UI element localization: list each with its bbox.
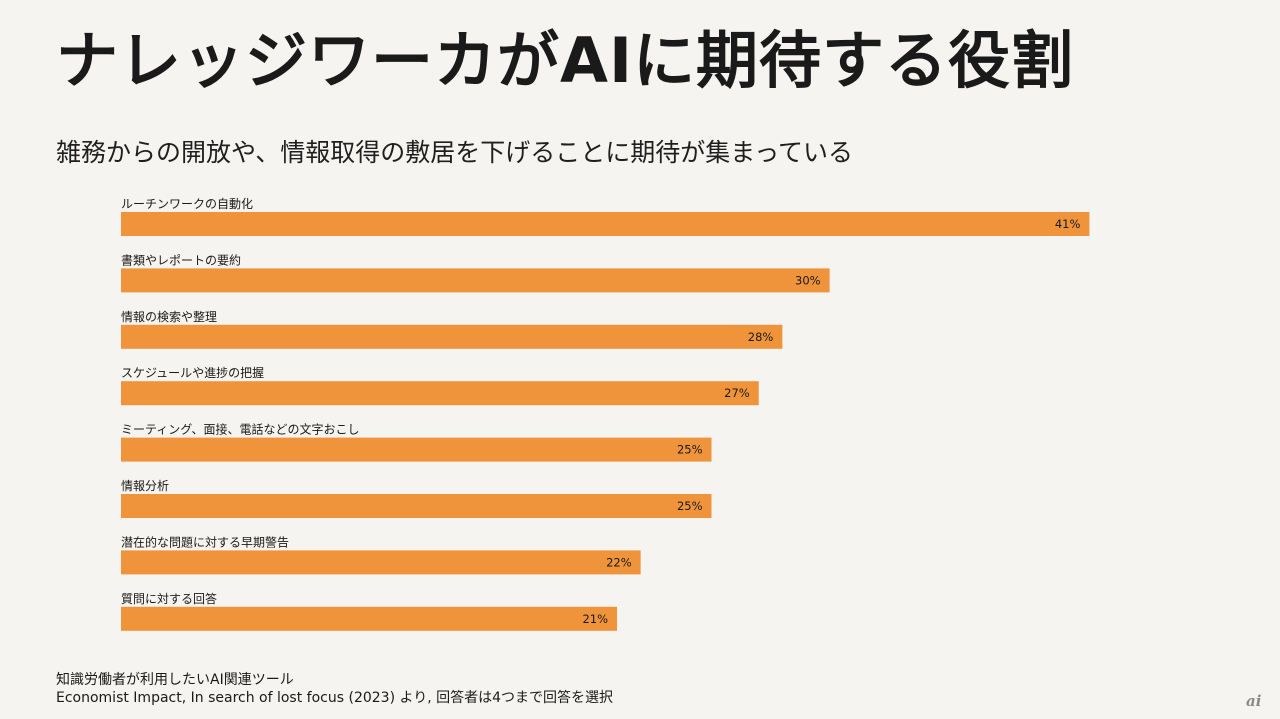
page-subtitle: 雑務からの開放や、情報取得の敷居を下げることに期待が集まっている xyxy=(56,138,854,167)
bar xyxy=(121,550,641,575)
value-label: 25% xyxy=(677,499,703,513)
value-label: 28% xyxy=(748,330,774,344)
category-label: ミーティング、面接、電話などの文字おこし xyxy=(121,422,359,437)
bar xyxy=(121,268,830,293)
source-caption: 知識労働者が利用したいAI関連ツール xyxy=(56,672,294,688)
value-label: 30% xyxy=(795,273,821,287)
category-label: 情報分析 xyxy=(121,479,169,493)
category-label: スケジュールや進捗の把握 xyxy=(121,365,264,380)
category-label: 潜在的な問題に対する早期警告 xyxy=(121,534,289,549)
source-note: 知識労働者が利用したいAI関連ツール Economist Impact, In … xyxy=(56,671,613,707)
ai-logo-text: ai xyxy=(1246,692,1262,710)
bar xyxy=(121,494,712,518)
bar xyxy=(121,606,618,631)
value-label: 25% xyxy=(677,443,703,457)
bar xyxy=(121,212,1090,236)
category-label: 書類やレポートの要約 xyxy=(121,252,241,267)
bar xyxy=(121,437,712,462)
source-citation: Economist Impact, In search of lost focu… xyxy=(56,690,614,706)
page-title: ナレッジワーカがAIに期待する役割 xyxy=(56,24,1075,97)
ai-logo-icon: ai xyxy=(1246,692,1262,710)
value-label: 21% xyxy=(582,612,608,626)
category-label: 情報の検索や整理 xyxy=(121,309,217,324)
bar xyxy=(121,381,759,406)
bar xyxy=(121,324,783,349)
value-label: 41% xyxy=(1055,217,1081,231)
value-label: 27% xyxy=(724,386,750,400)
value-label: 22% xyxy=(606,555,632,569)
category-label: 質問に対する回答 xyxy=(121,591,217,606)
category-label: ルーチンワークの自動化 xyxy=(121,197,253,211)
